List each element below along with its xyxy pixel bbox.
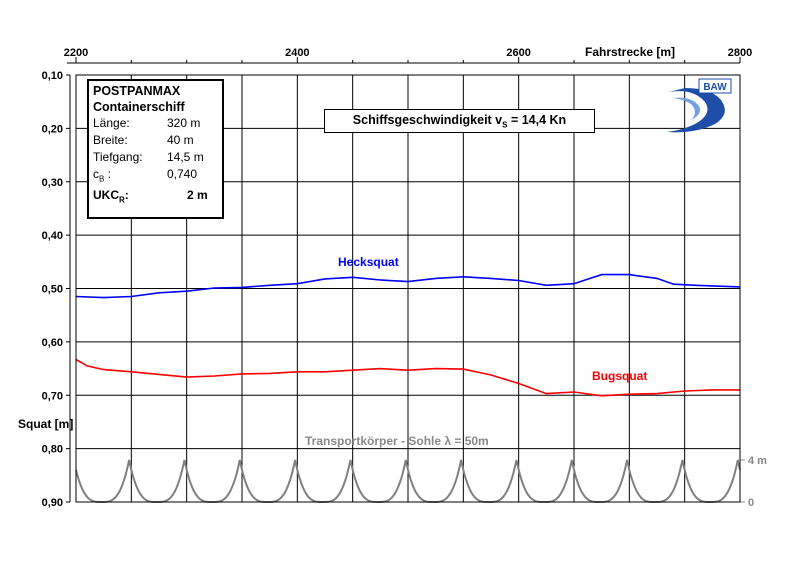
y-tick-label: 0,70 xyxy=(42,390,63,402)
y-tick-label: 0,50 xyxy=(42,284,63,296)
secondary-tick-label: 4 m xyxy=(748,455,767,467)
y-tick-label: 0,80 xyxy=(42,444,63,456)
speed-value: = 14,4 Kn xyxy=(507,113,567,127)
baw-logo-swoosh-icon xyxy=(667,88,725,133)
ship-type-title: POSTPANMAX xyxy=(93,84,181,98)
ship-speed-box: Schiffsgeschwindigkeit vS = 14,4 Kn xyxy=(324,109,595,133)
x-tick-label: 2800 xyxy=(728,47,752,59)
secondary-tick-label: 0 xyxy=(748,497,754,509)
y-tick-label: 0,40 xyxy=(42,230,63,242)
y-tick-label: 0,60 xyxy=(42,337,63,349)
speed-sub: S xyxy=(502,120,508,130)
info-row-cb: cB : 0,740 xyxy=(93,166,218,187)
cb-sub: B xyxy=(99,174,105,184)
y-tick-label: 0,20 xyxy=(42,123,63,135)
x-tick-label: 2400 xyxy=(285,47,309,59)
cb-main: c xyxy=(93,167,99,181)
info-key: Länge: xyxy=(93,116,130,130)
info-value: 2 m xyxy=(187,188,208,203)
x-tick-labels: 2200 2400 2600 2800 xyxy=(64,47,752,63)
info-value: 0,740 xyxy=(167,167,198,181)
transport-body-series xyxy=(75,459,741,503)
ukc-main: UKC xyxy=(93,188,119,203)
bugsquat-label: Bugsquat xyxy=(592,369,647,383)
baw-logo: BAW xyxy=(667,78,732,133)
transport-label: Transportkörper - Sohle λ = 50m xyxy=(305,434,489,448)
info-row-width: Breite: 40 m xyxy=(93,132,218,149)
x-tick-label: 2200 xyxy=(64,47,88,59)
info-row-draft: Tiefgang: 14,5 m xyxy=(93,149,218,166)
hecksquat-label: Hecksquat xyxy=(338,255,399,269)
y-tick-label: 0,30 xyxy=(42,177,63,189)
info-key: Tiefgang: xyxy=(93,150,143,164)
series-group xyxy=(75,273,741,397)
y-tick-label: 0,90 xyxy=(42,497,63,509)
info-key: Breite: xyxy=(93,133,128,147)
y-tick-label: 0,10 xyxy=(42,70,63,82)
y-axis-label: Squat [m] xyxy=(18,417,73,431)
info-key: UKCR: xyxy=(93,187,167,208)
info-value: 40 m xyxy=(167,133,194,147)
baw-logo-highlight-icon xyxy=(673,97,700,120)
ship-type-subtitle: Containerschiff xyxy=(93,100,185,114)
ukc-colon: : xyxy=(124,188,129,203)
info-value: 14,5 m xyxy=(167,150,204,164)
ukc-sub: R xyxy=(119,195,125,205)
baw-logo-box xyxy=(698,78,732,94)
plot-frame xyxy=(75,74,741,503)
series-line-hecksquat xyxy=(75,273,741,299)
baw-logo-text: BAW xyxy=(703,82,727,93)
speed-text: Schiffsgeschwindigkeit v xyxy=(352,113,503,127)
info-key: cB : xyxy=(93,166,167,187)
info-row-ukc: UKCR: 2 m xyxy=(93,187,218,208)
y-tick-labels: 0,10 0,20 0,30 0,40 0,50 0,60 0,70 0,80 0,90 xyxy=(42,70,70,509)
info-row-length: Länge: 320 m xyxy=(93,115,218,132)
transport-body-line xyxy=(75,459,741,503)
info-value: 320 m xyxy=(167,116,201,130)
x-axis-label: Fahrstrecke [m] xyxy=(585,45,675,59)
x-tick-label: 2600 xyxy=(506,47,530,59)
series-line-bugsquat xyxy=(75,358,740,397)
ship-info-box: POSTPANMAX Containerschiff Länge: 320 m … xyxy=(87,79,224,219)
secondary-axis: 4 m 0 xyxy=(739,455,767,509)
cb-rest: : xyxy=(104,167,112,181)
